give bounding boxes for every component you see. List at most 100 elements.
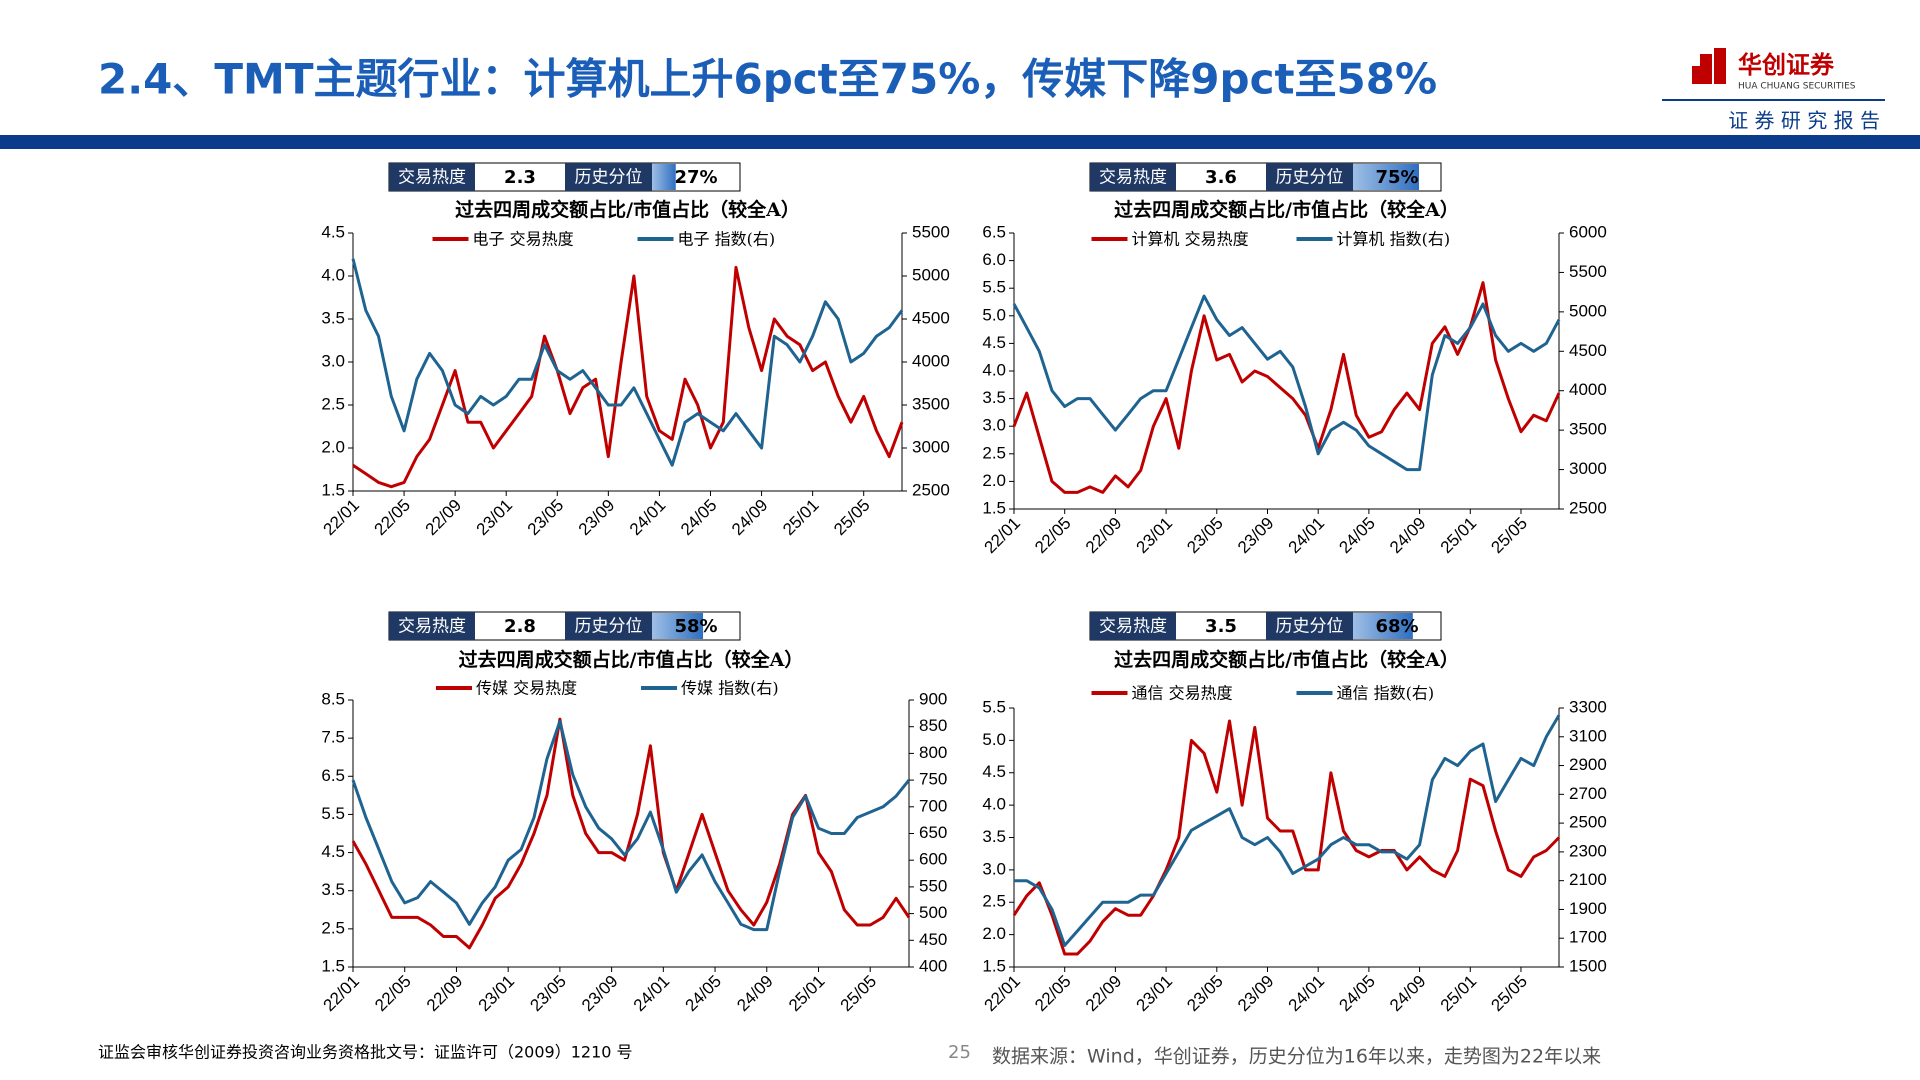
y2-tick-label: 5500 [1569,262,1607,281]
x-tick-label: 24/09 [728,496,772,540]
y2-tick-label: 5500 [912,222,950,241]
y-tick-label: 3.0 [321,351,345,370]
legend-label: 通信 交易热度 [1132,684,1233,703]
x-tick-label: 25/05 [1487,514,1531,558]
x-tick-label: 22/05 [371,972,415,1016]
y2-tick-label: 500 [919,903,947,922]
x-tick-label: 25/01 [785,972,829,1016]
footer-license: 证监会审核华创证券投资咨询业务资格批文号：证监许可（2009）1210 号 [98,1043,633,1062]
y2-tick-label: 3300 [1569,697,1607,716]
y-tick-label: 2.5 [982,443,1006,462]
y-tick-label: 3.0 [982,859,1006,878]
heat-value: 3.6 [1205,167,1237,188]
x-tick-label: 24/05 [1335,972,1379,1016]
y-tick-label: 2.5 [982,892,1006,911]
y-tick-label: 2.0 [982,924,1006,943]
percentile-label: 历史分位 [575,617,643,637]
y2-tick-label: 700 [919,796,947,815]
y-tick-label: 4.5 [982,333,1006,352]
x-tick-label: 22/05 [371,496,415,540]
y2-tick-label: 4000 [1569,380,1607,399]
percentile-value: 27% [674,167,717,188]
x-tick-label: 24/09 [1386,972,1430,1016]
x-tick-label: 22/09 [423,972,467,1016]
y2-tick-label: 650 [919,823,947,842]
y-tick-label: 3.5 [982,388,1006,407]
y2-tick-label: 2500 [1569,498,1607,517]
heat-label-cell [1090,163,1176,191]
percentile-value: 68% [1375,616,1418,637]
y-tick-label: 6.5 [982,222,1006,241]
y-tick-label: 2.0 [321,437,345,456]
y2-tick-label: 2100 [1569,870,1607,889]
y2-tick-label: 2700 [1569,784,1607,803]
y-tick-label: 4.5 [321,842,345,861]
x-tick-label: 22/09 [1082,972,1126,1016]
y2-tick-label: 1900 [1569,899,1607,918]
percentile-label: 历史分位 [575,168,643,188]
x-tick-label: 22/09 [422,496,466,540]
y-tick-label: 7.5 [321,728,345,747]
footer-source: 数据来源：Wind，华创证券，历史分位为16年以来，走势图为22年以来 [992,1046,1601,1068]
x-tick-label: 24/09 [1386,514,1430,558]
chart: 交易热度 3.5 历史分位 68% 过去四周成交额占比/市值占比（较全A） 通信 交易热度… [980,611,1607,1016]
percentile-label-cell [565,163,652,191]
x-tick-label: 25/01 [779,496,823,540]
x-tick-label: 23/05 [1183,972,1227,1016]
y2-tick-label: 6000 [1569,222,1607,241]
x-tick-label: 23/05 [526,972,570,1016]
y2-tick-label: 2500 [1569,813,1607,832]
y-tick-label: 4.5 [321,222,345,241]
x-tick-label: 24/05 [677,496,721,540]
legend-label: 电子 交易热度 [473,230,574,249]
x-tick-label: 23/09 [1234,972,1278,1016]
y-tick-label: 3.0 [982,416,1006,435]
y-tick-label: 1.5 [982,498,1006,517]
percentile-bar [1353,164,1419,190]
percentile-bar [652,613,704,639]
heat-label-cell [389,163,475,191]
y-tick-label: 2.5 [321,918,345,937]
y2-tick-label: 1700 [1569,928,1607,947]
y-tick-label: 6.0 [982,250,1006,269]
y2-tick-label: 3000 [912,437,950,456]
heat-value: 2.8 [504,616,536,637]
y2-tick-label: 3000 [1569,459,1607,478]
chart-title: 过去四周成交额占比/市值占比（较全A） [455,198,800,221]
legend-label: 传媒 指数(右) [681,679,779,698]
y2-tick-label: 850 [919,716,947,735]
y2-tick-label: 4000 [912,351,950,370]
series-line [351,719,911,932]
series-line [352,265,904,489]
y-tick-label: 4.5 [982,762,1006,781]
slide-title: 2.4、TMT主题行业：计算机上升6pct至75%，传媒下降9pct至58% [98,55,1437,104]
y-tick-label: 3.5 [982,827,1006,846]
y2-tick-label: 800 [919,743,947,762]
chart-title: 过去四周成交额占比/市值占比（较全A） [1114,648,1459,671]
percentile-bar [1353,613,1413,639]
x-tick-label: 24/01 [626,496,670,540]
series-line [351,717,911,950]
y2-tick-label: 450 [919,930,947,949]
x-tick-label: 24/09 [733,972,777,1016]
heat-label-cell [1090,612,1176,640]
y-tick-label: 5.5 [982,697,1006,716]
heat-label: 交易热度 [398,617,466,637]
percentile-label: 历史分位 [1276,168,1344,188]
x-tick-label: 23/01 [1133,972,1177,1016]
y-tick-label: 4.0 [982,795,1006,814]
percentile-label: 历史分位 [1276,617,1344,637]
series-line [1012,294,1561,472]
y2-tick-label: 3100 [1569,726,1607,745]
chart: 交易热度 2.3 历史分位 27% 过去四周成交额占比/市值占比（较全A） 电子 交易热度… [319,162,950,540]
x-tick-label: 24/05 [1335,514,1379,558]
y-tick-label: 2.5 [321,394,345,413]
x-tick-label: 25/05 [830,496,874,540]
y-tick-label: 5.5 [982,278,1006,297]
heat-value: 2.3 [504,167,536,188]
y2-tick-label: 550 [919,876,947,895]
y2-tick-label: 5000 [1569,301,1607,320]
x-tick-label: 23/05 [524,496,568,540]
y2-tick-label: 3500 [1569,420,1607,439]
